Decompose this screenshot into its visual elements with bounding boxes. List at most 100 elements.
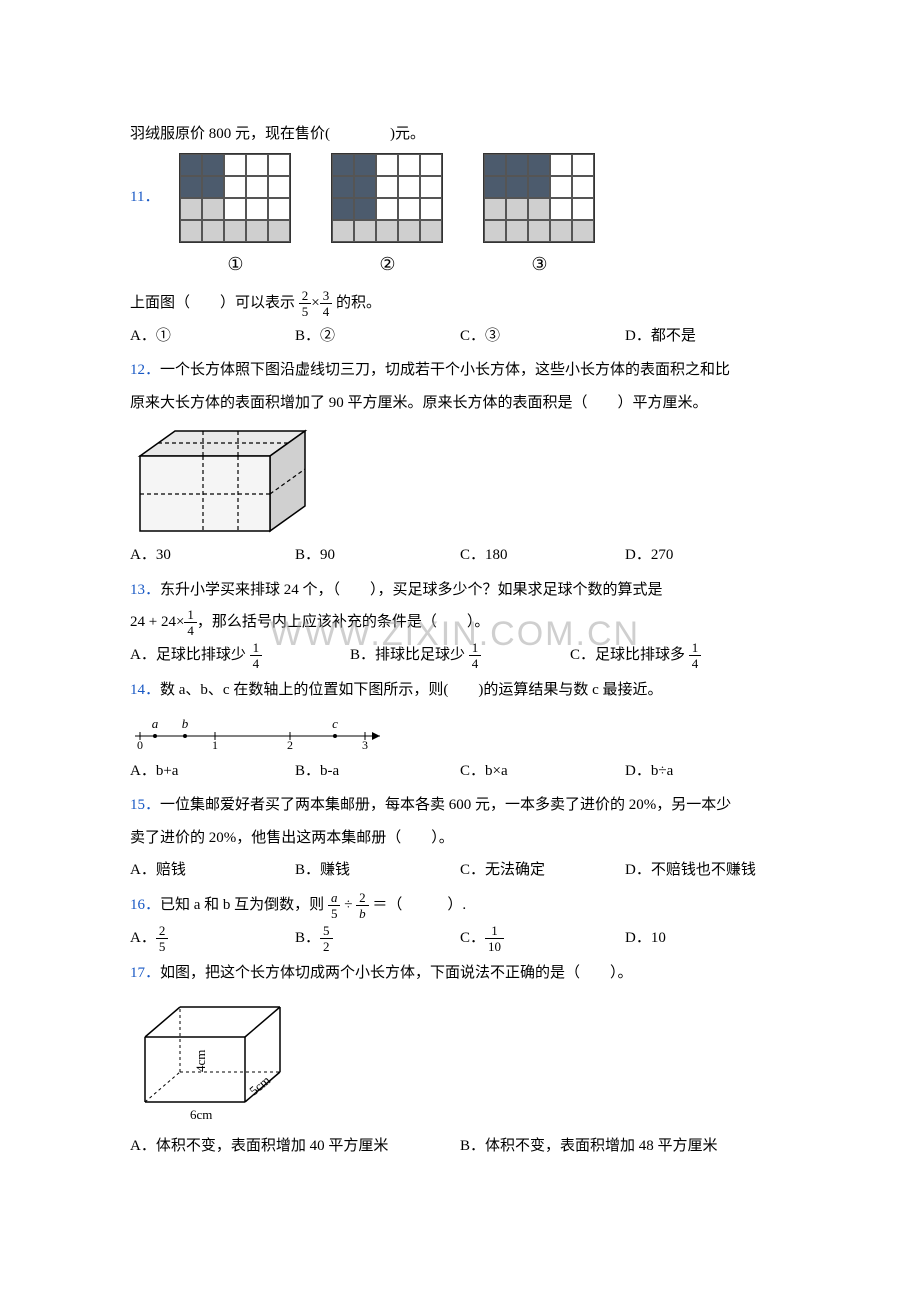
tick-3: 3 — [362, 738, 368, 751]
opt-b: B．体积不变，表面积增加 48 平方厘米 — [460, 1132, 790, 1161]
opt-a: A．b+a — [130, 757, 295, 786]
opt-a: A．30 — [130, 541, 295, 570]
grid-cell — [332, 198, 354, 220]
q15-number: 15． — [130, 797, 160, 813]
opt-b: B．90 — [295, 541, 460, 570]
grid-cell — [398, 154, 420, 176]
grid-3 — [483, 153, 595, 243]
grid-cell — [180, 220, 202, 242]
grid-cell — [376, 176, 398, 198]
opt-d: D．270 — [625, 541, 790, 570]
opt-label: C． — [460, 930, 485, 946]
grid-cell — [420, 176, 442, 198]
q17-dim3: 5cm — [246, 1072, 273, 1098]
q11-frac1: 25 — [299, 289, 312, 318]
q15-line1: 15．一位集邮爱好者买了两本集邮册，每本各卖 600 元，一本多卖了进价的 20… — [130, 791, 790, 820]
grid-cell — [528, 220, 550, 242]
grid-cell — [420, 220, 442, 242]
q16-number: 16． — [130, 897, 160, 913]
q13-line2: 24 + 24×14，那么括号内上应该补充的条件是（ ）。 WWW.ZIXIN.… — [130, 608, 790, 637]
q16-pre: 已知 a 和 b 互为倒数，则 — [160, 897, 324, 913]
intro-text: 羽绒服原价 800 元，现在售价( )元。 — [130, 120, 790, 149]
q16-f1: a5 — [328, 891, 341, 920]
grid-cell — [202, 176, 224, 198]
tick-1: 1 — [212, 738, 218, 751]
grid-cell — [268, 198, 290, 220]
grid-cell — [224, 154, 246, 176]
grid-cell — [354, 220, 376, 242]
opt-a: A．① — [130, 322, 295, 351]
grid-cell — [332, 176, 354, 198]
grid-cell — [484, 154, 506, 176]
frac-num: 2 — [156, 924, 169, 939]
grid-cell — [398, 198, 420, 220]
grid-block-3: ③ — [483, 153, 595, 281]
grid-cell — [268, 154, 290, 176]
opt-c: C．③ — [460, 322, 625, 351]
grid-cell — [376, 154, 398, 176]
frac-num: 1 — [184, 608, 197, 623]
q15-text1: 一位集邮爱好者买了两本集邮册，每本各卖 600 元，一本多卖了进价的 20%，另… — [160, 797, 731, 813]
opt-label: A． — [130, 930, 156, 946]
grid-cell — [376, 198, 398, 220]
grid-cell — [484, 220, 506, 242]
opt-a-frac: 14 — [250, 641, 263, 670]
opt-d: D．不赔钱也不赚钱 — [625, 856, 790, 885]
q11-text: 上面图（ ）可以表示 25×34 的积。 — [130, 289, 790, 318]
opt-c: C．180 — [460, 541, 625, 570]
q17-options: A．体积不变，表面积增加 40 平方厘米 B．体积不变，表面积增加 48 平方厘… — [130, 1132, 790, 1161]
grid-cell — [202, 220, 224, 242]
q12-cuboid-figure — [130, 421, 320, 541]
opt-a-text: A．足球比排球少 — [130, 647, 246, 663]
frac-den: 4 — [184, 623, 197, 637]
grid-cell — [420, 198, 442, 220]
q11-text-after: 的积。 — [336, 295, 381, 311]
circle-3: ③ — [483, 247, 595, 281]
opt-c-frac: 14 — [689, 641, 702, 670]
q14-text: 14．数 a、b、c 在数轴上的位置如下图所示，则( )的运算结果与数 c 最接… — [130, 676, 790, 705]
grid-cell — [506, 198, 528, 220]
q12-number: 12． — [130, 362, 160, 378]
q16-after: ＝（ ）. — [372, 897, 466, 913]
grid-cell — [376, 220, 398, 242]
grid-cell — [246, 154, 268, 176]
q13-text1: 东升小学买来排球 24 个，（ ），买足球多少个？如果求足球个数的算式是 — [160, 582, 663, 598]
frac-den: 4 — [250, 656, 263, 670]
opt-b: B．52 — [295, 924, 460, 953]
grid-block-2: ② — [331, 153, 443, 281]
q16-f2: 2b — [356, 891, 369, 920]
q14-number-line: 0 1 2 3 a b c — [130, 711, 390, 751]
q12-text1: 一个长方体照下图沿虚线切三刀，切成若干个小长方体，这些小长方体的表面积之和比 — [160, 362, 730, 378]
frac-den: 4 — [320, 304, 333, 318]
q15-options: A．赔钱 B．赚钱 C．无法确定 D．不赔钱也不赚钱 — [130, 856, 790, 885]
grid-cell — [572, 198, 594, 220]
frac-den: 5 — [156, 939, 169, 953]
frac-num: 1 — [485, 924, 504, 939]
grid-cell — [354, 154, 376, 176]
grid-cell — [268, 220, 290, 242]
grid-cell — [354, 198, 376, 220]
grid-cell — [398, 176, 420, 198]
grid-cell — [246, 220, 268, 242]
grid-cell — [180, 176, 202, 198]
q17-body: 如图，把这个长方体切成两个小长方体，下面说法不正确的是（ ）。 — [160, 965, 633, 981]
q16-text: 16．已知 a 和 b 互为倒数，则 a5 ÷ 2b ＝（ ）. — [130, 891, 790, 920]
frac-num: 2 — [356, 891, 369, 906]
opt-b: B．赚钱 — [295, 856, 460, 885]
opt-c: C．b×a — [460, 757, 625, 786]
frac-num: 1 — [250, 641, 263, 656]
opt-b: B．b-a — [295, 757, 460, 786]
opt-b: B．② — [295, 322, 460, 351]
grid-cell — [484, 176, 506, 198]
grid-cell — [528, 154, 550, 176]
tick-2: 2 — [287, 738, 293, 751]
grid-cell — [224, 176, 246, 198]
frac-den: 5 — [328, 906, 341, 920]
grid-cell — [550, 176, 572, 198]
grid-cell — [572, 176, 594, 198]
q12-line1: 12．一个长方体照下图沿虚线切三刀，切成若干个小长方体，这些小长方体的表面积之和… — [130, 356, 790, 385]
frac-num: 3 — [320, 289, 333, 304]
grid-cell — [550, 154, 572, 176]
circle-2: ② — [331, 247, 443, 281]
q14-options: A．b+a B．b-a C．b×a D．b÷a — [130, 757, 790, 786]
